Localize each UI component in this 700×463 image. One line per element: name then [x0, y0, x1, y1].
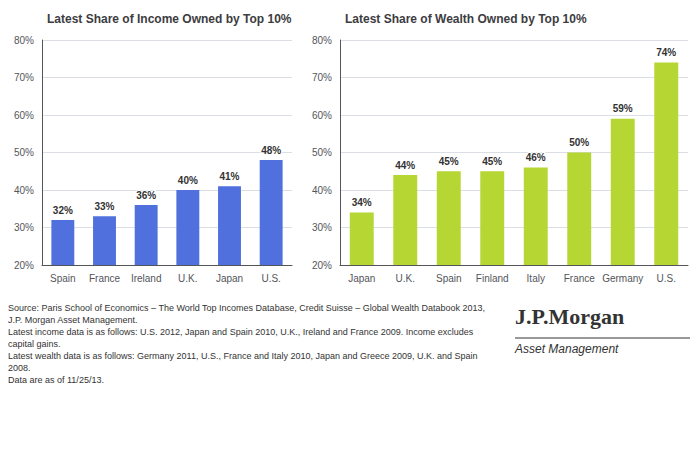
svg-text:50%: 50%	[312, 147, 332, 158]
svg-text:50%: 50%	[569, 137, 589, 148]
svg-text:Latest Share of Wealth Owned b: Latest Share of Wealth Owned by Top 10%	[345, 12, 587, 26]
svg-text:48%: 48%	[261, 145, 281, 156]
svg-text:Source: Paris School of Econom: Source: Paris School of Economics – The …	[8, 303, 488, 313]
svg-text:Latest income data is as follo: Latest income data is as follows: U.S. 2…	[8, 327, 476, 337]
svg-text:France: France	[89, 273, 121, 284]
svg-text:41%: 41%	[219, 171, 239, 182]
svg-text:46%: 46%	[526, 152, 546, 163]
svg-text:70%: 70%	[14, 72, 34, 83]
svg-text:45%: 45%	[482, 156, 502, 167]
svg-text:45%: 45%	[439, 156, 459, 167]
svg-text:Spain: Spain	[50, 273, 76, 284]
svg-text:36%: 36%	[136, 190, 156, 201]
svg-text:J.P.Morgan: J.P.Morgan	[515, 304, 624, 329]
svg-text:Germany: Germany	[602, 273, 643, 284]
svg-text:60%: 60%	[312, 110, 332, 121]
svg-text:20%: 20%	[312, 260, 332, 271]
svg-text:Japan: Japan	[348, 273, 375, 284]
svg-text:U.K.: U.K.	[396, 273, 415, 284]
svg-text:34%: 34%	[352, 197, 372, 208]
svg-text:32%: 32%	[53, 205, 73, 216]
svg-text:Italy: Italy	[527, 273, 545, 284]
svg-text:40%: 40%	[178, 175, 198, 186]
svg-text:80%: 80%	[14, 35, 34, 46]
svg-text:50%: 50%	[14, 147, 34, 158]
svg-text:Finland: Finland	[476, 273, 509, 284]
svg-text:20%: 20%	[14, 260, 34, 271]
svg-text:U.S.: U.S.	[261, 273, 280, 284]
svg-text:40%: 40%	[312, 185, 332, 196]
svg-text:capital gains.: capital gains.	[8, 339, 61, 349]
svg-text:U.S.: U.S.	[657, 273, 676, 284]
svg-text:Japan: Japan	[216, 273, 243, 284]
svg-text:59%: 59%	[613, 103, 633, 114]
svg-text:33%: 33%	[94, 201, 114, 212]
svg-text:J.P. Morgan Asset Management.: J.P. Morgan Asset Management.	[8, 315, 137, 325]
svg-text:France: France	[564, 273, 596, 284]
svg-text:U.K.: U.K.	[178, 273, 197, 284]
svg-text:30%: 30%	[14, 222, 34, 233]
svg-text:Data are as of 11/25/13.: Data are as of 11/25/13.	[8, 375, 104, 385]
svg-text:70%: 70%	[312, 72, 332, 83]
svg-text:74%: 74%	[656, 47, 676, 58]
svg-text:Spain: Spain	[436, 273, 462, 284]
svg-text:80%: 80%	[312, 35, 332, 46]
svg-text:40%: 40%	[14, 185, 34, 196]
svg-text:Latest wealth data is as follo: Latest wealth data is as follows: German…	[8, 351, 480, 361]
svg-text:30%: 30%	[312, 222, 332, 233]
svg-text:Latest Share of Income Owned b: Latest Share of Income Owned by Top 10%	[47, 12, 292, 26]
svg-text:Asset Management: Asset Management	[514, 342, 619, 356]
svg-text:44%: 44%	[395, 160, 415, 171]
svg-text:60%: 60%	[14, 110, 34, 121]
svg-text:2008.: 2008.	[8, 363, 31, 373]
svg-text:Ireland: Ireland	[131, 273, 162, 284]
